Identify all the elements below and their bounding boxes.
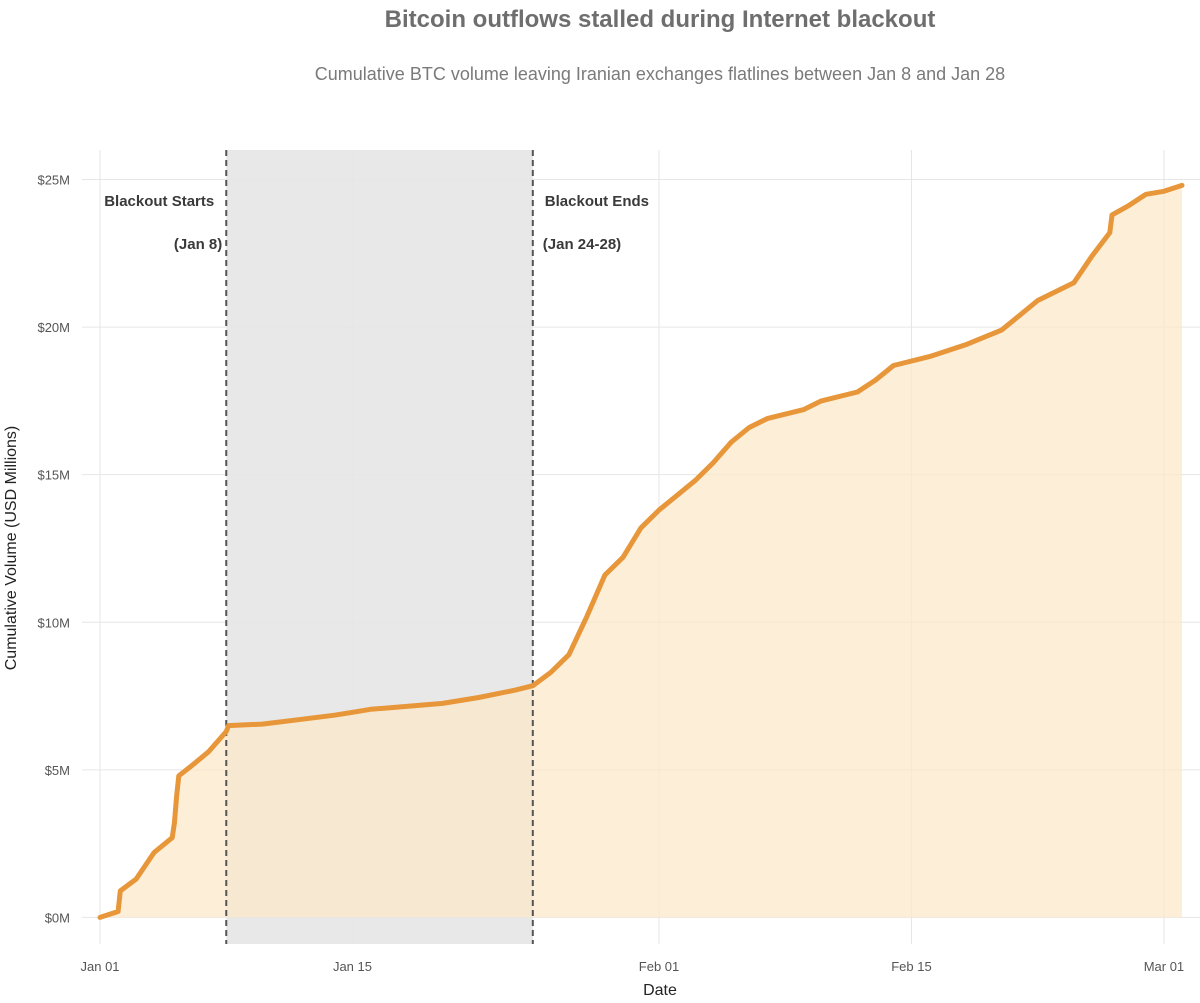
annotation-end-date: (Jan 24-28) bbox=[543, 236, 621, 253]
annotation-start-title: Blackout Starts bbox=[104, 193, 214, 210]
area-layer bbox=[100, 185, 1182, 918]
x-tick-label-3: Feb 15 bbox=[891, 959, 931, 974]
x-tick-label-4: Mar 01 bbox=[1144, 959, 1184, 974]
series-line-0 bbox=[97, 182, 1185, 920]
annotation-start-date: (Jan 8) bbox=[174, 236, 222, 253]
series-area-0 bbox=[100, 185, 1182, 918]
y-tick-label-2: $10M bbox=[37, 615, 70, 630]
annotation-layer: Blackout Starts (Jan 8) Blackout Ends (Jan … bbox=[104, 193, 649, 253]
x-tick-label-0: Jan 01 bbox=[81, 959, 120, 974]
chart-title: Bitcoin outflows stalled during Internet… bbox=[384, 6, 936, 33]
tick-label-layer: $0M $5M $10M $15M $20M $25M Jan 01 Jan 15 Feb 01… bbox=[37, 173, 1184, 974]
y-tick-label-1: $5M bbox=[45, 763, 70, 778]
x-tick-label-1: Jan 15 bbox=[333, 959, 372, 974]
y-tick-label-3: $15M bbox=[37, 468, 70, 483]
y-tick-label-5: $25M bbox=[37, 173, 70, 188]
x-tick-label-2: Feb 01 bbox=[639, 959, 679, 974]
annotation-end-title: Blackout Ends bbox=[545, 193, 649, 210]
blackout-lines-layer bbox=[225, 150, 534, 944]
y-tick-label-0: $0M bbox=[45, 910, 70, 925]
series-line-layer bbox=[97, 182, 1185, 920]
y-axis-title: Cumulative Volume (USD Millions) bbox=[3, 426, 20, 671]
y-tick-label-4: $20M bbox=[37, 320, 70, 335]
chart-subtitle: Cumulative BTC volume leaving Iranian ex… bbox=[314, 64, 1006, 84]
x-axis-title: Date bbox=[643, 982, 677, 999]
